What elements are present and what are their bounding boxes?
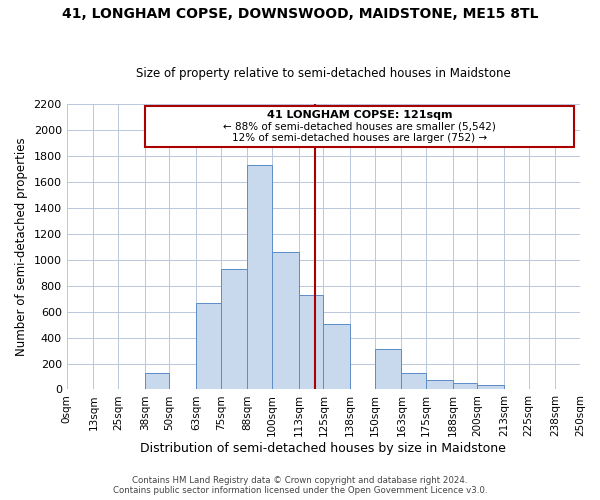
- Bar: [145, 374, 169, 390]
- Bar: [299, 295, 323, 390]
- Bar: [401, 372, 426, 390]
- Bar: [452, 383, 478, 390]
- Bar: [478, 385, 504, 390]
- Bar: [196, 302, 221, 390]
- Bar: [374, 350, 401, 390]
- Text: 41 LONGHAM COPSE: 121sqm: 41 LONGHAM COPSE: 121sqm: [266, 110, 452, 120]
- Y-axis label: Number of semi-detached properties: Number of semi-detached properties: [15, 138, 28, 356]
- Bar: [323, 324, 350, 390]
- FancyBboxPatch shape: [145, 106, 574, 147]
- Text: 41, LONGHAM COPSE, DOWNSWOOD, MAIDSTONE, ME15 8TL: 41, LONGHAM COPSE, DOWNSWOOD, MAIDSTONE,…: [62, 8, 538, 22]
- Title: Size of property relative to semi-detached houses in Maidstone: Size of property relative to semi-detach…: [136, 66, 511, 80]
- Text: 12% of semi-detached houses are larger (752) →: 12% of semi-detached houses are larger (…: [232, 133, 487, 143]
- X-axis label: Distribution of semi-detached houses by size in Maidstone: Distribution of semi-detached houses by …: [140, 442, 506, 455]
- Bar: [426, 380, 452, 390]
- Text: ← 88% of semi-detached houses are smaller (5,542): ← 88% of semi-detached houses are smalle…: [223, 122, 496, 132]
- Bar: [247, 165, 272, 390]
- Bar: [221, 269, 247, 390]
- Bar: [272, 252, 299, 390]
- Text: Contains HM Land Registry data © Crown copyright and database right 2024.
Contai: Contains HM Land Registry data © Crown c…: [113, 476, 487, 495]
